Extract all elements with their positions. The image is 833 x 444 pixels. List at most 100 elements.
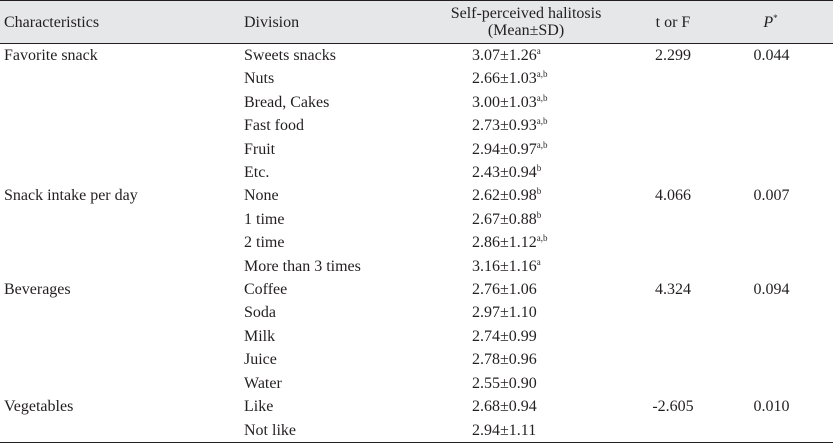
table-row: 1 time 2.67±0.88b <box>0 208 833 231</box>
cell-mean-sd: 2.94±0.97a,b <box>440 138 612 161</box>
cell-characteristic: Snack intake per day <box>4 187 138 205</box>
cell-division: Like <box>244 398 274 416</box>
cell-t-or-f: -2.605 <box>652 398 694 416</box>
significance-superscript: b <box>536 163 542 174</box>
header-mean-line1: Self-perceived halitosis <box>450 5 602 22</box>
table-row: Beverages Coffee 2.76±1.06 4.324 0.094 <box>0 278 833 301</box>
table-row: More than 3 times 3.16±1.16a <box>0 255 833 278</box>
mean-sd-value: 2.43±0.94 <box>472 164 537 182</box>
cell-p-value <box>724 418 833 443</box>
cell-division: Milk <box>244 327 276 345</box>
table-row: Etc. 2.43±0.94b <box>0 161 833 184</box>
cell-p-value <box>724 91 833 114</box>
cell-division: Etc. <box>244 164 270 182</box>
header-p-letter: P <box>763 13 774 31</box>
cell-division: Juice <box>244 351 277 369</box>
cell-division: Water <box>244 374 282 392</box>
significance-superscript: a <box>536 256 541 267</box>
cell-characteristic <box>0 208 244 231</box>
cell-p-value <box>724 231 833 254</box>
cell-t-or-f <box>612 208 724 231</box>
cell-p-value <box>724 161 833 184</box>
cell-characteristic <box>0 67 244 90</box>
cell-characteristic <box>0 91 244 114</box>
cell-mean-sd: 2.73±0.93a,b <box>440 114 612 137</box>
cell-characteristic <box>0 301 244 324</box>
table-row: Not like 2.94±1.11 <box>0 418 833 443</box>
table-row: Water 2.55±0.90 <box>0 372 833 395</box>
table-row: Bread, Cakes 3.00±1.03a,b <box>0 91 833 114</box>
mean-sd-value: 3.07±1.26 <box>472 47 537 64</box>
mean-sd-value: 2.97±1.10 <box>472 304 537 322</box>
cell-mean-sd: 3.00±1.03a,b <box>440 91 612 114</box>
cell-p-value: 0.010 <box>753 398 790 416</box>
cell-t-or-f: 4.066 <box>655 187 691 205</box>
cell-p-value <box>724 372 833 395</box>
cell-division: Not like <box>244 418 440 443</box>
significance-superscript: b <box>536 186 542 197</box>
cell-t-or-f <box>612 325 724 348</box>
cell-division: Soda <box>244 304 276 322</box>
cell-mean-sd: 2.55±0.90 <box>440 372 612 395</box>
cell-division: None <box>244 187 279 205</box>
cell-t-or-f <box>612 255 724 278</box>
mean-sd-value: 2.94±0.97 <box>472 140 537 158</box>
mean-sd-value: 2.73±0.93 <box>472 117 537 135</box>
cell-division: Sweets snacks <box>244 47 336 64</box>
cell-division: Fast food <box>244 117 304 135</box>
cell-mean-sd: 2.76±1.06 <box>440 278 612 301</box>
cell-mean-sd: 2.86±1.12a,b <box>440 231 612 254</box>
table-row: Nuts 2.66±1.03a,b <box>0 67 833 90</box>
cell-p-value <box>724 325 833 348</box>
header-row: Characteristics Division Self-perceived … <box>0 0 833 44</box>
mean-sd-value: 3.00±1.03 <box>472 93 537 111</box>
cell-p-value: 0.094 <box>753 281 790 299</box>
header-division: Division <box>244 0 440 44</box>
cell-mean-sd: 2.62±0.98b <box>440 184 612 207</box>
cell-t-or-f <box>612 138 724 161</box>
header-mean-line2: (Mean±SD) <box>487 22 565 39</box>
mean-sd-value: 2.55±0.90 <box>472 374 537 392</box>
table-row: Vegetables Like 2.68±0.94 -2.605 0.010 <box>0 395 833 418</box>
cell-t-or-f <box>612 348 724 371</box>
cell-t-or-f <box>612 418 724 443</box>
cell-mean-sd: 2.74±0.99 <box>440 325 612 348</box>
cell-division: More than 3 times <box>244 257 361 275</box>
header-t-or-f: t or F <box>612 0 724 44</box>
significance-superscript: a,b <box>536 233 548 244</box>
mean-sd-value: 2.74±0.99 <box>472 327 537 345</box>
significance-superscript: a,b <box>536 116 548 127</box>
cell-p-value: 0.007 <box>753 187 790 205</box>
cell-t-or-f <box>612 91 724 114</box>
cell-mean-sd: 2.97±1.10 <box>440 301 612 324</box>
mean-sd-value: 2.76±1.06 <box>472 281 537 299</box>
cell-p-value <box>724 348 833 371</box>
mean-sd-value: 2.62±0.98 <box>472 187 537 205</box>
cell-characteristic: Vegetables <box>4 398 74 416</box>
cell-division: Fruit <box>244 140 276 158</box>
cell-mean-sd: 2.43±0.94b <box>440 161 612 184</box>
mean-sd-value: 2.68±0.94 <box>472 398 537 416</box>
cell-mean-sd: 2.94±1.11 <box>440 418 612 443</box>
cell-t-or-f: 2.299 <box>655 47 691 64</box>
significance-superscript: a,b <box>536 69 548 80</box>
significance-superscript: a,b <box>536 92 548 103</box>
significance-superscript: a <box>536 46 541 56</box>
cell-t-or-f <box>612 161 724 184</box>
cell-mean-sd: 2.68±0.94 <box>440 395 612 418</box>
header-mean-sd: Self-perceived halitosis (Mean±SD) <box>440 0 612 44</box>
cell-division: 2 time <box>244 234 285 252</box>
table-row: 2 time 2.86±1.12a,b <box>0 231 833 254</box>
cell-t-or-f <box>612 231 724 254</box>
table-row: Fast food 2.73±0.93a,b <box>0 114 833 137</box>
mean-sd-value: 2.78±0.96 <box>472 351 537 369</box>
table-row: Fruit 2.94±0.97a,b <box>0 138 833 161</box>
cell-characteristic <box>0 114 244 137</box>
significance-superscript: b <box>536 209 542 220</box>
header-characteristics: Characteristics <box>0 0 244 44</box>
cell-t-or-f <box>612 301 724 324</box>
table-row: Soda 2.97±1.10 <box>0 301 833 324</box>
cell-characteristic: Favorite snack <box>4 47 98 64</box>
mean-sd-value: 2.66±1.03 <box>472 70 537 88</box>
cell-characteristic <box>0 255 244 278</box>
